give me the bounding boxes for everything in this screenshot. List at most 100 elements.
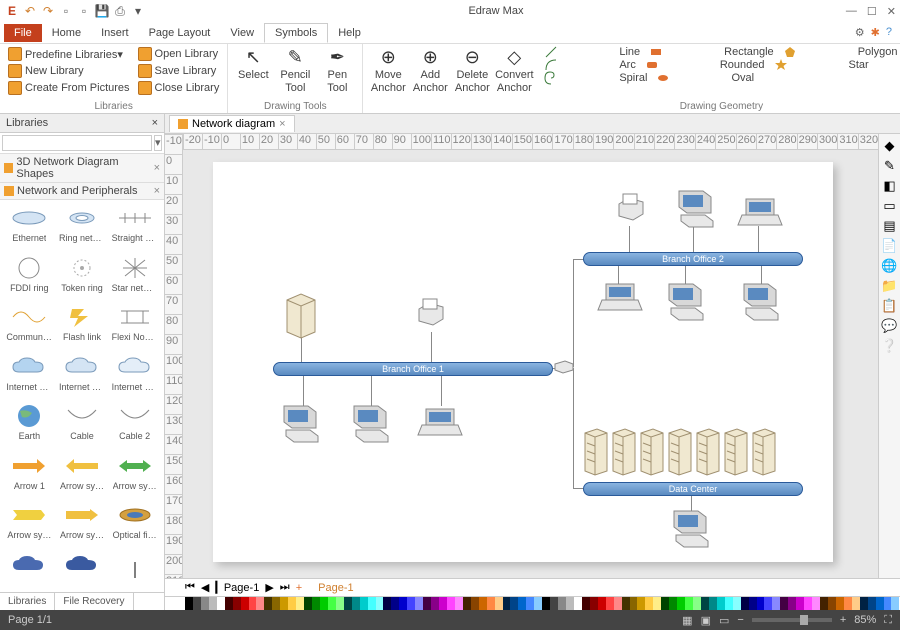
tab-home[interactable]: Home [42,24,91,42]
open-library-button[interactable]: Open Library [136,46,222,62]
tool-6[interactable]: 🌐 [882,258,898,274]
shape-cloud3[interactable]: Internet C… [109,353,160,401]
device-pc[interactable] [348,402,392,447]
color-swatch[interactable] [653,597,661,610]
page-nav-prev[interactable]: ◀ [201,581,209,594]
color-swatch[interactable] [320,597,328,610]
shape-arr2[interactable]: Arrow sy… [57,452,108,500]
color-swatch[interactable] [233,597,241,610]
shape-arr1[interactable]: Arrow 1 [4,452,55,500]
color-swatch[interactable] [264,597,272,610]
connection-wire[interactable] [573,259,574,367]
shape-cable2[interactable]: Cable 2 [109,402,160,450]
tab-page-layout[interactable]: Page Layout [139,24,221,42]
color-swatch[interactable] [868,597,876,610]
device-pc[interactable] [738,280,782,325]
shape-cloud4[interactable] [4,551,55,589]
color-swatch[interactable] [209,597,217,610]
color-swatch[interactable] [431,597,439,610]
shape-ant[interactable] [109,551,160,589]
color-swatch[interactable] [249,597,257,610]
tab-file-recovery[interactable]: File Recovery [55,593,133,610]
shape-cloud5[interactable] [57,551,108,589]
close-icon[interactable]: × [154,162,160,174]
color-swatch[interactable] [225,597,233,610]
category-header[interactable]: Network and Peripherals× [0,183,164,200]
device-rack[interactable] [611,427,637,480]
fit-icon[interactable]: ⛶ [884,614,892,627]
shape-arr3[interactable]: Arrow sy… [109,452,160,500]
settings-icon[interactable]: ⚙ [855,26,865,39]
shape-arr4[interactable]: Arrow sy… [4,501,55,549]
search-input[interactable] [2,135,152,151]
color-swatch[interactable] [352,597,360,610]
zoom-slider[interactable] [752,618,832,622]
color-swatch[interactable] [360,597,368,610]
color-swatch[interactable] [701,597,709,610]
shape-flash[interactable]: Flash link [57,303,108,351]
tool-4[interactable]: ▤ [882,218,898,234]
color-swatch[interactable] [709,597,717,610]
color-swatch[interactable] [741,597,749,610]
device-printer[interactable] [413,297,449,330]
color-swatch[interactable] [185,597,193,610]
color-swatch[interactable] [280,597,288,610]
color-swatch[interactable] [542,597,550,610]
color-swatch[interactable] [447,597,455,610]
spiral-tool[interactable]: Spiral [545,72,647,84]
color-swatch[interactable] [733,597,741,610]
star-tool[interactable]: Star [775,59,869,71]
color-swatch[interactable] [368,597,376,610]
shape-bus[interactable]: Straight b… [109,204,160,252]
tab-insert[interactable]: Insert [91,24,139,42]
oval-tool[interactable]: Oval [657,72,754,84]
color-swatch[interactable] [820,597,828,610]
color-swatch[interactable] [217,597,225,610]
color-swatch[interactable] [891,597,899,610]
predefine-libraries-button[interactable]: Predefine Libraries▾ [6,46,132,62]
page-nav-next[interactable]: ▶ [265,581,273,594]
color-swatch[interactable] [780,597,788,610]
page-indicator[interactable]: ▎Page-1 [215,581,259,594]
color-swatch[interactable] [645,597,653,610]
convert-button[interactable]: ◇ConvertAnchor [495,46,533,94]
add-button[interactable]: ⊕AddAnchor [411,46,449,94]
add-page-button[interactable]: + [296,582,302,594]
shape-arr5[interactable]: Arrow sy… [57,501,108,549]
color-swatch[interactable] [471,597,479,610]
delete-button[interactable]: ⊖DeleteAnchor [453,46,491,94]
device-laptop[interactable] [418,407,462,442]
tool-10[interactable]: ❔ [882,338,898,354]
polygon-tool[interactable]: Polygon [784,46,898,58]
device-pc[interactable] [278,402,322,447]
shape-opt[interactable]: Optical fi… [109,501,160,549]
shape-token[interactable]: Token ring [57,254,108,302]
new-icon[interactable]: ▫ [58,3,74,19]
connection-wire[interactable] [441,376,442,406]
maximize-button[interactable]: ☐ [867,5,877,18]
color-swatch[interactable] [725,597,733,610]
shape-cloud1[interactable]: Internet C… [4,353,55,401]
help-icon[interactable]: ? [886,26,892,39]
select-button[interactable]: ↖Select [234,46,272,82]
device-rack[interactable] [583,427,609,480]
tool-3[interactable]: ▭ [882,198,898,214]
tab-file[interactable]: File [4,24,42,42]
create-from-pictures-button[interactable]: Create From Pictures [6,80,132,96]
tool-2[interactable]: ◧ [882,178,898,194]
color-swatch[interactable] [495,597,503,610]
tool-7[interactable]: 📁 [882,278,898,294]
color-swatch[interactable] [796,597,804,610]
shape-eth[interactable]: Ethernet [4,204,55,252]
drawing-page[interactable]: Branch Office 1Branch Office 2Data Cente… [213,162,833,562]
color-swatch[interactable] [296,597,304,610]
zoom-out-icon[interactable]: − [737,614,743,626]
color-swatch[interactable] [312,597,320,610]
tab-symbols[interactable]: Symbols [264,23,328,43]
color-swatch[interactable] [336,597,344,610]
open-icon[interactable]: ▫ [76,3,92,19]
redo-icon[interactable]: ↷ [40,3,56,19]
color-swatch[interactable] [693,597,701,610]
device-server[interactable] [283,292,319,343]
color-swatch[interactable] [876,597,884,610]
